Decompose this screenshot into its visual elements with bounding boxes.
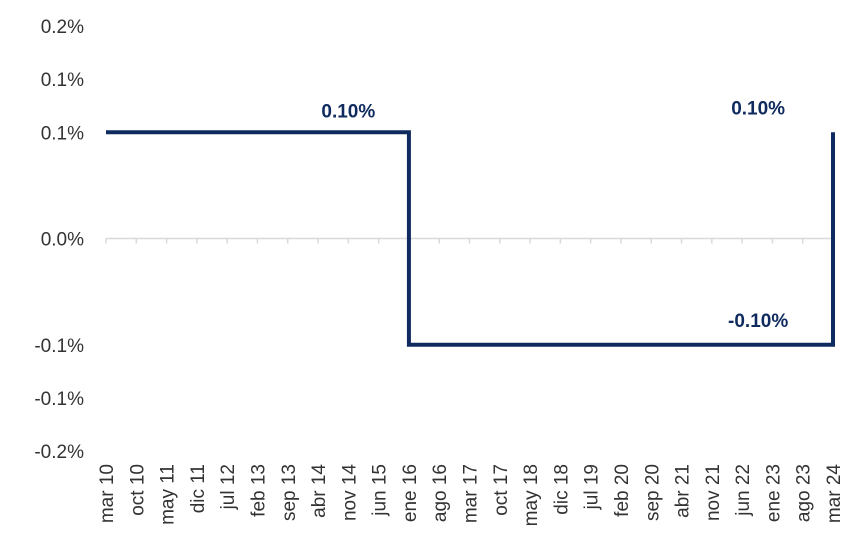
data-label: 0.10% [321,101,375,122]
x-tick-label: ago 16 [430,464,451,522]
data-label: 0.10% [731,98,785,119]
y-tick-label: 0.1% [41,123,84,144]
x-tick-label: ene 23 [763,464,784,522]
x-tick-label: oct 17 [491,464,512,516]
annotation-layer: 0.10% 0.10% -0.10% [321,98,788,332]
series-layer [106,130,835,347]
x-axis: mar 10 oct 10 may 11 dic 11 jul 12 feb 13 sep … [97,237,845,526]
y-axis-ticks: 0.2% 0.1% 0.1% 0.0% -0.1% -0.1% -0.2% [34,17,84,463]
data-label: -0.10% [728,311,788,332]
x-tick-label: jul 19 [582,464,603,510]
y-tick-label: -0.1% [34,389,84,410]
x-tick-label: jun 15 [370,464,391,517]
y-tick-label: -0.1% [34,336,84,357]
x-tick-label: ago 23 [794,464,815,522]
x-tick-label: nov 14 [339,464,360,521]
x-tick-label: jul 12 [218,464,239,510]
x-tick-label: mar 24 [824,464,845,524]
x-tick-label: oct 10 [127,464,148,516]
x-tick-label: ene 16 [400,464,421,522]
x-tick-label: may 18 [521,464,542,526]
x-tick-label: may 11 [158,464,179,525]
x-tick-label: sep 20 [642,464,663,521]
y-tick-label: 0.0% [41,230,84,251]
x-tick-label: dic 18 [551,464,572,515]
x-tick-label: abr 21 [673,464,694,518]
x-tick-label: nov 21 [703,464,724,521]
y-tick-label: 0.1% [41,70,84,91]
y-tick-label: -0.2% [34,442,84,463]
x-tick-label: dic 11 [188,464,209,513]
x-tick-label: feb 13 [248,464,269,517]
x-tick-label: mar 10 [97,464,118,523]
y-tick-label: 0.2% [41,17,84,38]
x-tick-label: mar 17 [461,464,482,523]
x-tick-label: sep 13 [279,464,300,521]
x-tick-label: feb 20 [612,464,633,517]
x-tick-label: abr 14 [309,464,330,518]
x-tick-label: jun 22 [733,464,754,517]
series-line [106,130,835,347]
